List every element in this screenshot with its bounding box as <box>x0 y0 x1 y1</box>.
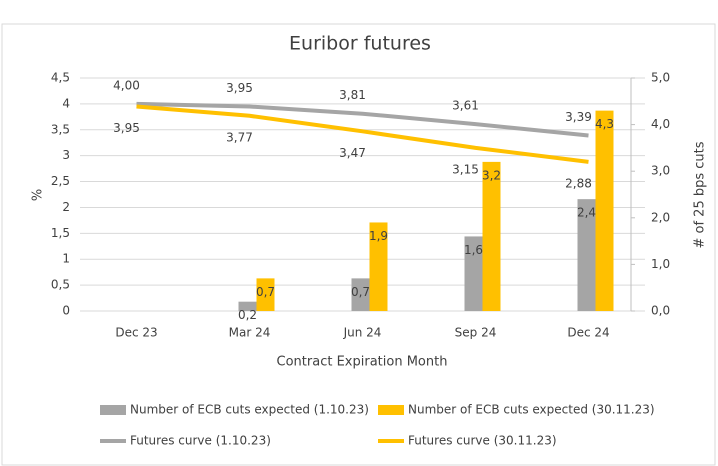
y2-tick-label: 1,0 <box>651 257 670 271</box>
legend-label: Futures curve (30.11.23) <box>408 434 557 448</box>
x-tick-label: Dec 23 <box>115 326 157 340</box>
line-value-label: 3,39 <box>565 110 592 124</box>
x-tick-label: Jun 24 <box>343 326 382 340</box>
x-axis-label: Contract Expiration Month <box>277 355 448 370</box>
bar-value-label: 1,6 <box>464 243 483 257</box>
legend-swatch <box>378 405 404 415</box>
bar-value-label: 0,7 <box>351 285 370 299</box>
line <box>136 101 589 138</box>
y2-tick-label: 5,0 <box>651 71 670 85</box>
bar-value-label: 0,2 <box>238 308 257 322</box>
line-value-label: 3,47 <box>339 146 366 160</box>
y-tick-label: 2 <box>62 200 70 214</box>
line-value-label: 2,88 <box>565 176 592 190</box>
y-tick-label: 4 <box>62 96 70 110</box>
bar <box>238 301 257 311</box>
y-tick-label: 0 <box>62 304 70 318</box>
bar <box>369 222 388 311</box>
y2-tick-label: 2,0 <box>651 210 670 224</box>
bar <box>577 199 596 311</box>
y2-tick-label: 3,0 <box>651 164 670 178</box>
line-value-label: 3,81 <box>339 88 366 102</box>
bar-value-label: 0,7 <box>256 285 275 299</box>
bar <box>256 278 275 311</box>
y-tick-label: 1 <box>62 252 70 266</box>
y-tick-label: 2,5 <box>51 174 70 188</box>
y2-tick-label: 4,0 <box>651 117 670 131</box>
line <box>136 104 589 164</box>
x-tick-label: Mar 24 <box>229 326 271 340</box>
chart-title: Euribor futures <box>289 33 431 55</box>
bar-value-label: 1,9 <box>369 229 388 243</box>
bar <box>464 236 483 311</box>
legend-label: Number of ECB cuts expected (1.10.23) <box>130 403 369 417</box>
y-tick-label: 3,5 <box>51 122 70 136</box>
legend-label: Number of ECB cuts expected (30.11.23) <box>408 403 655 417</box>
y2-axis-label: # of 25 bps cuts <box>693 141 708 248</box>
line-value-label: 3,15 <box>452 162 479 176</box>
y-axis-label: % <box>31 189 46 201</box>
y-tick-label: 1,5 <box>51 226 70 240</box>
legend-label: Futures curve (1.10.23) <box>130 434 271 448</box>
x-tick-label: Sep 24 <box>455 326 497 340</box>
bar <box>351 278 370 311</box>
legend-swatch <box>100 405 126 415</box>
x-tick-label: Dec 24 <box>567 326 609 340</box>
bar <box>595 110 614 312</box>
line-value-label: 3,95 <box>226 81 253 95</box>
bar-value-label: 3,2 <box>482 168 501 182</box>
line-value-label: 3,77 <box>226 130 253 144</box>
line-value-label: 4,00 <box>113 78 140 92</box>
bar-value-label: 2,4 <box>577 206 596 220</box>
bar <box>482 161 501 311</box>
line-value-label: 3,95 <box>113 121 140 135</box>
line-value-label: 3,61 <box>452 99 479 113</box>
bar-value-label: 4,3 <box>595 117 614 131</box>
y-tick-label: 0,5 <box>51 278 70 292</box>
y2-tick-label: 0,0 <box>651 304 670 318</box>
y-tick-label: 4,5 <box>51 71 70 85</box>
y-tick-label: 3 <box>62 148 70 162</box>
